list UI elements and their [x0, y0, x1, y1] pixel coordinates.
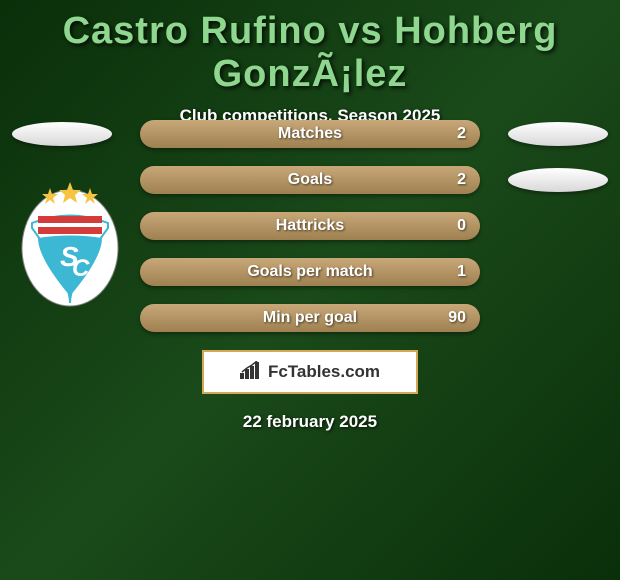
stat-label: Goals per match [247, 263, 372, 281]
stat-pill: Goals 2 [140, 166, 480, 194]
stat-pill: Hattricks 0 [140, 212, 480, 240]
stat-pill: Goals per match 1 [140, 258, 480, 286]
page-title: Castro Rufino vs Hohberg GonzÃ¡lez [0, 0, 620, 96]
stat-value-right: 2 [457, 125, 466, 143]
stat-value-right: 1 [457, 263, 466, 281]
stat-value-right: 2 [457, 171, 466, 189]
stat-label: Matches [278, 125, 342, 143]
club-badge: S C [20, 178, 120, 308]
player-marker-right [508, 168, 608, 192]
stat-pill: Matches 2 [140, 120, 480, 148]
stat-pill: Min per goal 90 [140, 304, 480, 332]
chart-icon [240, 361, 262, 384]
stat-label: Goals [288, 171, 332, 189]
branding-text: FcTables.com [268, 362, 380, 382]
player-marker-right [508, 122, 608, 146]
branding-box: FcTables.com [202, 350, 418, 394]
stat-row-min-per-goal: Min per goal 90 [0, 304, 620, 332]
date-label: 22 february 2025 [0, 412, 620, 432]
stat-value-right: 90 [448, 309, 466, 327]
stat-row-matches: Matches 2 [0, 120, 620, 148]
stat-label: Hattricks [276, 217, 344, 235]
stat-label: Min per goal [263, 309, 357, 327]
player-marker-left [12, 122, 112, 146]
stat-value-right: 0 [457, 217, 466, 235]
svg-text:C: C [72, 255, 90, 282]
